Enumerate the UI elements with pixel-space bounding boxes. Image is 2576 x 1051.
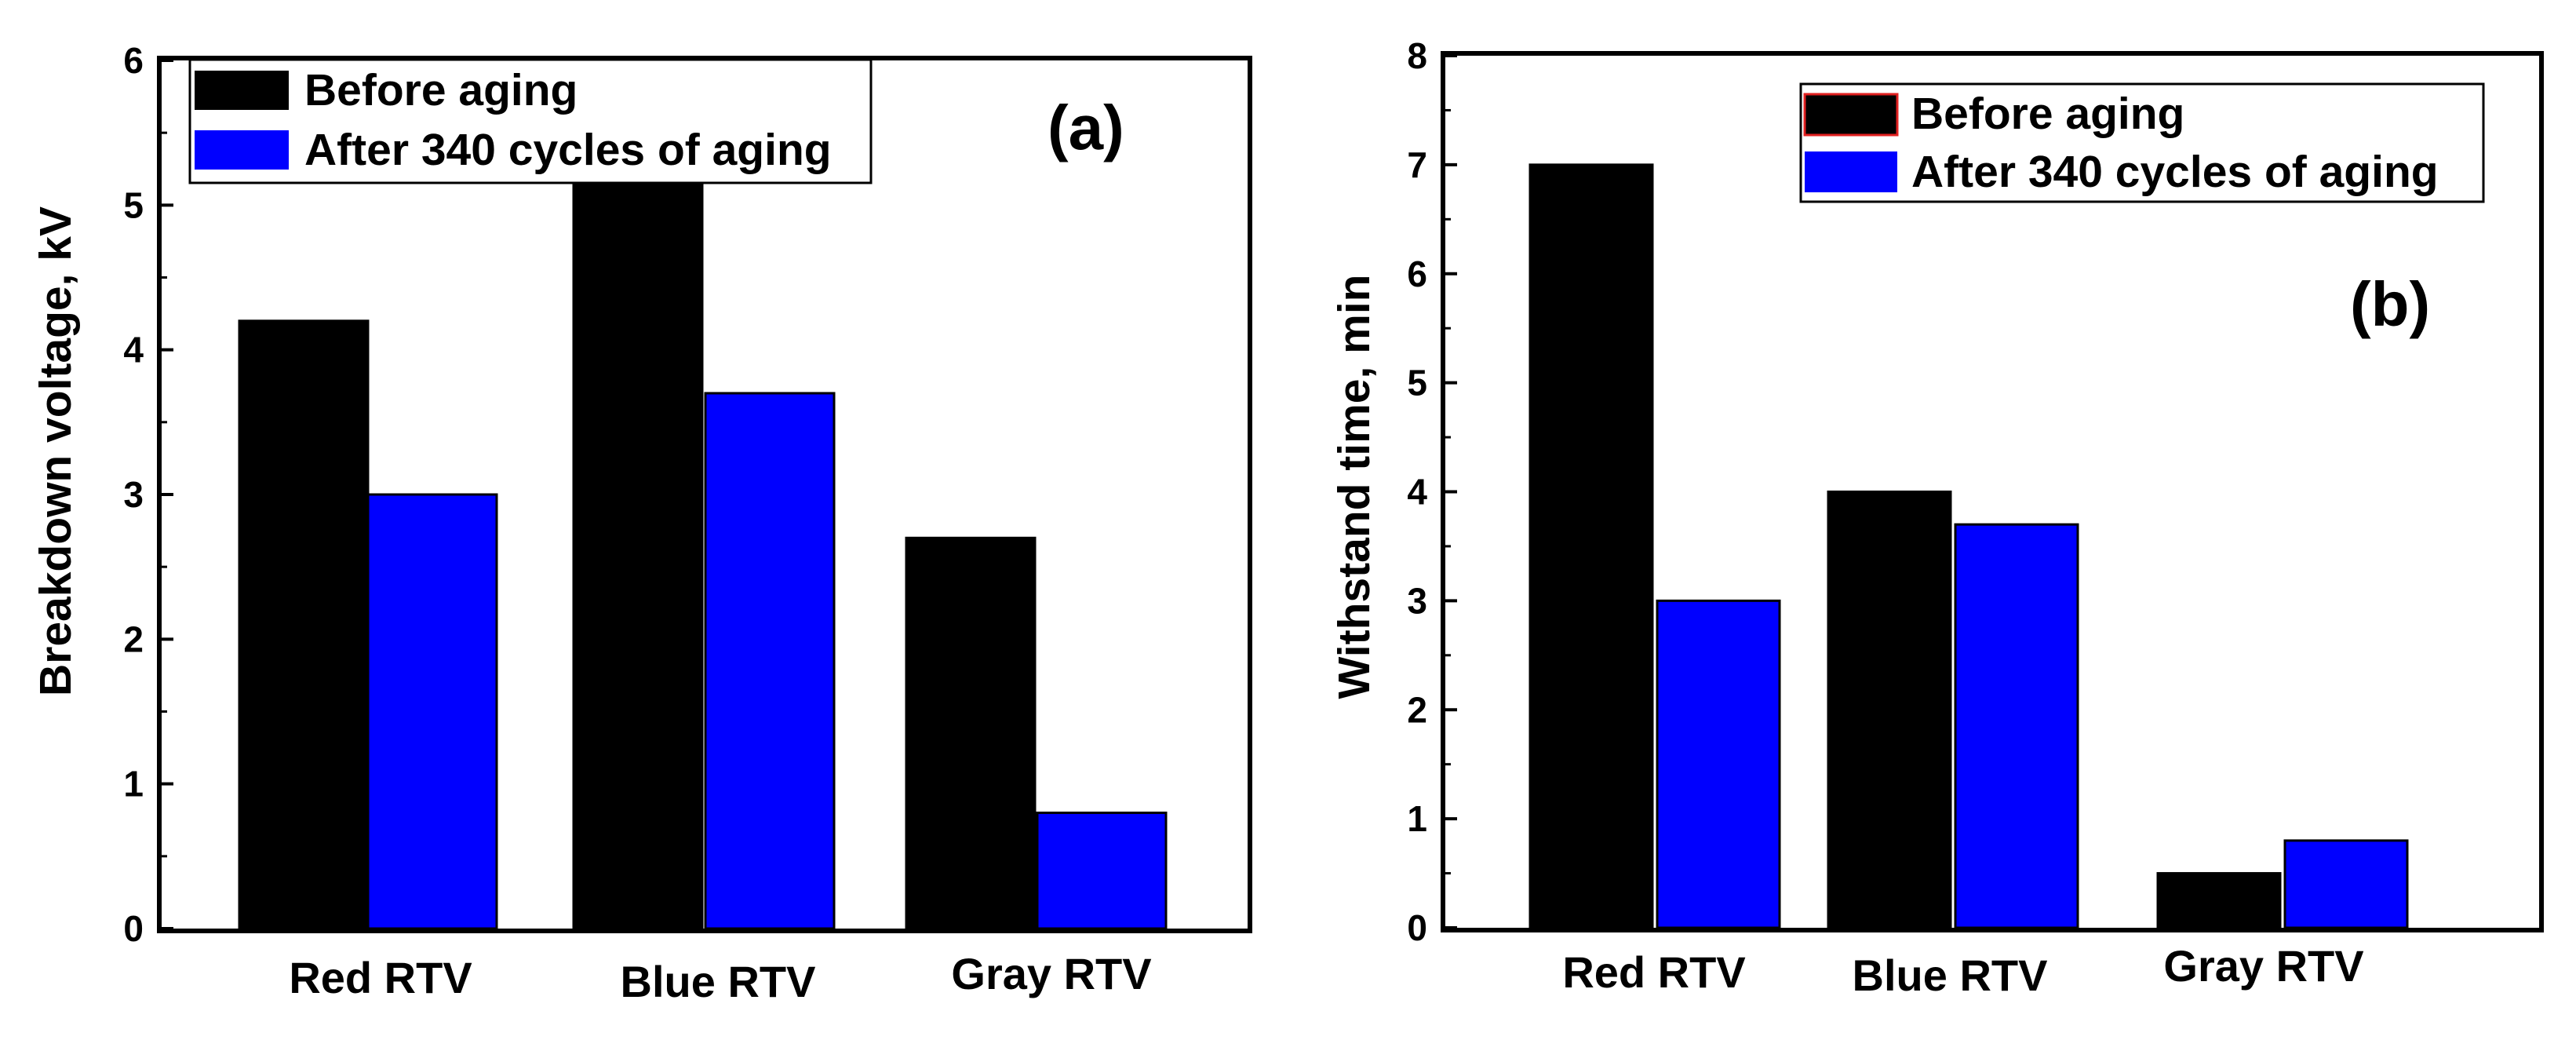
legend-swatch-after [1805,151,1897,192]
bar [704,392,836,930]
y-axis-title: Withstand time, min [1329,275,1379,699]
plot-frame [157,56,1252,933]
y-axis-title: Breakdown voltage, kV [31,206,81,696]
panel-b: Withstand time, min 0 1 2 3 4 5 6 7 8 Red RTV Bl… [1329,35,2544,1000]
bar [2283,839,2409,929]
y-tick-label: 1 [1407,798,1427,839]
y-tick-label: 5 [1407,363,1427,403]
legend-label-before: Before aging [1911,89,2184,139]
bars [238,174,1168,930]
y-tick-label: 1 [123,764,144,805]
bar [1827,491,1952,929]
y-tick-label: 3 [123,474,144,515]
bar [2156,872,2282,929]
y-axis-ticks: 0 1 2 3 4 5 6 7 8 [1407,35,1457,948]
bars [1528,163,2409,929]
legend-label-after: After 340 cycles of aging [304,125,832,175]
bar [238,319,370,930]
legend-swatch-before [195,71,289,110]
bar [1954,523,2079,929]
bar [366,493,498,930]
y-axis-ticks: 0 1 2 3 4 5 6 [123,40,173,949]
legend-swatch-before [1803,93,1899,137]
category-label: Blue RTV [621,957,816,1006]
y-tick-label: 7 [1407,144,1427,185]
y-tick-label: 6 [123,40,144,81]
legend: Before aging After 340 cycles of aging [188,58,873,184]
legend-swatch-after [195,130,289,170]
legend-box [1799,82,2485,203]
bar [1656,599,1781,929]
y-tick-label: 0 [123,908,144,949]
y-tick-label: 0 [1407,907,1427,948]
y-tick-label: 8 [1407,35,1427,76]
category-label: Gray RTV [2163,941,2363,991]
y-tick-label: 5 [123,184,144,225]
plot-frame [1441,51,2544,932]
bar [905,536,1037,930]
y-tick-label: 2 [123,619,144,659]
bar [572,174,704,930]
category-label: Gray RTV [951,949,1151,998]
panel-a: Breakdown voltage, kV 0 1 2 3 4 5 6 Red RTV Bl… [31,40,1252,1006]
y-tick-label: 3 [1407,580,1427,621]
legend: Before aging After 340 cycles of aging [1799,82,2485,203]
panel-label: (a) [1048,93,1124,162]
category-label: Red RTV [1562,947,1745,997]
bar [1036,812,1168,930]
legend-label-before: Before aging [304,65,578,115]
bar [1528,163,1654,929]
panel-label: (b) [2350,269,2430,339]
category-labels: Red RTV Blue RTV Gray RTV [1562,941,2363,1000]
category-label: Red RTV [289,953,472,1002]
category-label: Blue RTV [1853,951,2048,1000]
legend-label-after: After 340 cycles of aging [1911,147,2439,197]
y-tick-label: 4 [1407,472,1427,513]
legend-box [188,58,873,184]
y-tick-label: 6 [1407,254,1427,294]
y-tick-label: 4 [123,330,144,370]
y-tick-label: 2 [1407,689,1427,730]
category-labels: Red RTV Blue RTV Gray RTV [289,949,1151,1006]
